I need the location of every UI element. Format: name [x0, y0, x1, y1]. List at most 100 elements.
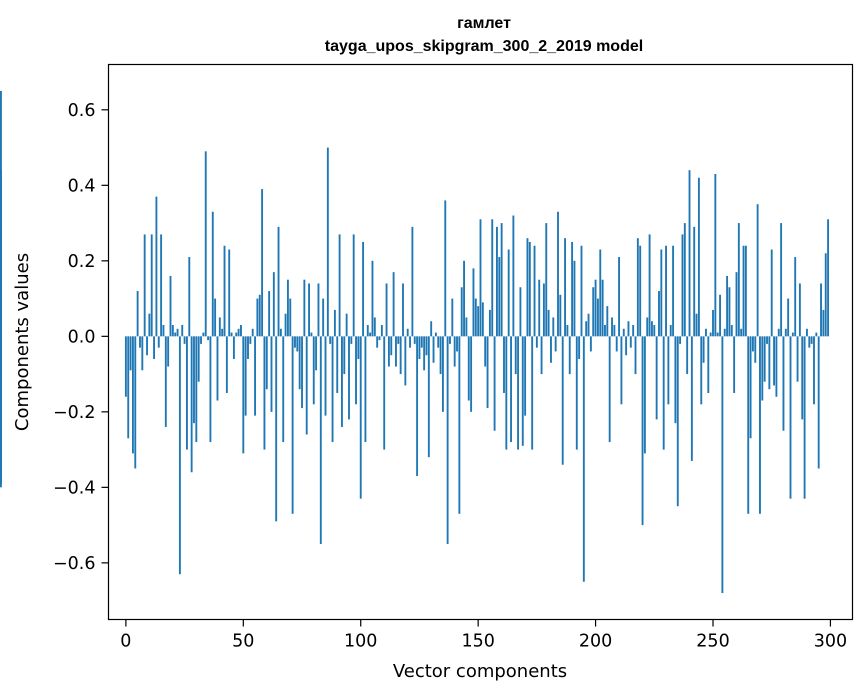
y-tick-label: 0.4	[68, 176, 96, 196]
bar-206	[608, 336, 611, 443]
bar-244	[697, 177, 700, 337]
bar-190	[571, 241, 574, 337]
bar-193	[578, 336, 581, 359]
bar-155	[488, 309, 491, 337]
bar-294	[815, 332, 818, 337]
y-axis-label: Components values	[12, 253, 33, 431]
bar-94	[345, 313, 348, 337]
bar-299	[827, 219, 830, 337]
bar-223	[648, 234, 651, 337]
bar-131	[432, 336, 435, 363]
bar-270	[759, 336, 761, 514]
bar-241	[690, 336, 693, 461]
bar-86	[326, 147, 329, 337]
bar-88	[331, 336, 334, 443]
bar-127	[423, 336, 426, 371]
bar-98	[355, 336, 357, 405]
bar-245	[700, 336, 703, 405]
bar-44	[228, 249, 231, 337]
bar-4	[134, 336, 137, 469]
bar-198	[589, 336, 592, 352]
bar-287	[798, 283, 801, 337]
chart-subtitle: tayga_upos_skipgram_300_2_2019 model	[325, 38, 643, 55]
bar-122	[411, 226, 414, 337]
bar-252	[716, 332, 719, 337]
bar-103	[366, 325, 369, 337]
bar-72	[294, 336, 296, 348]
bar-123	[413, 336, 416, 344]
bar-53	[249, 336, 252, 344]
bar-185	[559, 294, 562, 337]
bar-undefined	[0, 90, 2, 337]
bar-192	[575, 336, 578, 450]
bar-213	[625, 336, 628, 356]
y-tick-label: 0.6	[68, 101, 96, 121]
bar-297	[822, 309, 825, 337]
bar-18	[167, 336, 170, 367]
bar-39	[216, 336, 219, 401]
bar-226	[655, 336, 658, 420]
bar-171	[526, 238, 529, 337]
bar-176	[538, 279, 541, 337]
bar-209	[615, 336, 618, 352]
bar-64	[275, 336, 278, 522]
bar-35	[207, 336, 210, 341]
x-tick-label: 300	[814, 632, 847, 652]
bar-199	[592, 287, 595, 337]
bar-96	[350, 336, 353, 344]
bar-89	[333, 309, 336, 337]
bar-116	[397, 336, 400, 344]
bar-113	[390, 336, 393, 356]
bar-6	[139, 336, 141, 348]
bar-82	[317, 283, 320, 337]
bar-138	[449, 336, 451, 344]
bar-52	[247, 336, 249, 359]
x-tick-label: 50	[232, 632, 254, 652]
bar-146	[467, 336, 470, 401]
bar-293	[813, 336, 815, 405]
bar-67	[282, 336, 285, 443]
x-tick-label: 100	[344, 632, 377, 652]
bar-172	[528, 241, 531, 337]
bar-84	[322, 298, 325, 337]
bar-208	[613, 325, 616, 337]
bar-246	[702, 336, 705, 363]
bar-160	[500, 223, 503, 337]
bar-135	[441, 336, 444, 412]
bar-196	[585, 321, 588, 337]
bar-93	[343, 336, 346, 375]
bar-15	[160, 234, 163, 337]
bar-273	[766, 336, 768, 344]
bar-31	[197, 336, 200, 382]
bar-58	[261, 189, 264, 337]
bar-200	[594, 279, 597, 337]
bar-75	[301, 336, 303, 409]
bar-149	[474, 298, 477, 337]
bar-285	[794, 257, 797, 337]
bar-181	[550, 336, 552, 363]
x-axis-ticks: 0 50 100 150 200 250 300	[120, 619, 847, 652]
bar-251	[714, 173, 717, 337]
bar-179	[545, 223, 548, 337]
bar-125	[418, 336, 421, 359]
bar-60	[265, 336, 268, 390]
bar-264	[744, 245, 747, 337]
bar-40	[218, 317, 221, 337]
bar-134	[439, 336, 442, 375]
bar-11	[150, 234, 153, 337]
bar-114	[392, 272, 395, 337]
bar-269	[756, 204, 759, 337]
bar-277	[775, 336, 778, 397]
bar-182	[552, 317, 555, 337]
bar-undefined	[0, 336, 2, 488]
bar-217	[634, 336, 637, 375]
bar-59	[263, 336, 266, 450]
bar-168	[519, 287, 522, 337]
bar-10	[148, 313, 151, 337]
bar-26	[186, 336, 188, 450]
bar-164	[510, 336, 512, 443]
bar-158	[496, 226, 498, 337]
bar-161	[503, 336, 505, 393]
bar-295	[817, 336, 820, 469]
bar-87	[329, 336, 332, 344]
